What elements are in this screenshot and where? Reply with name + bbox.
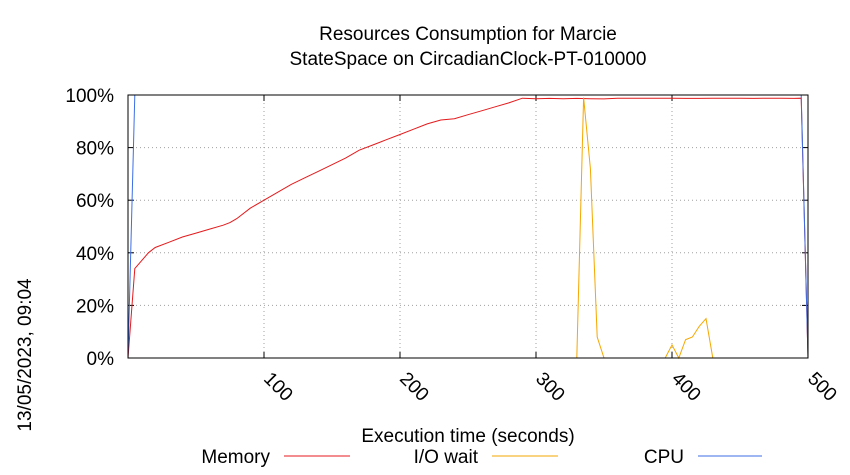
y-axis-ticks: 0% 20% 40% 60% 80% 100% [65,86,808,370]
x-tick-label: 200 [395,368,432,405]
legend: Memory I/O wait CPU [201,447,762,468]
grid-lines [128,95,808,358]
x-tick-label: 100 [259,368,296,405]
series-line-i-o-wait [576,97,720,360]
legend-label-memory: Memory [201,447,270,468]
x-axis-ticks: 100 200 300 400 500 [259,95,841,406]
y-tick-label: 20% [76,296,114,317]
x-tick-label: 300 [531,368,568,405]
y-tick-label: 80% [76,139,114,160]
chart-title-line-2: StateSpace on CircadianClock-PT-010000 [290,49,647,70]
y-tick-label: 60% [76,191,114,212]
legend-label-i-o-wait: I/O wait [414,447,479,468]
y-tick-label: 40% [76,244,114,265]
x-tick-label: 500 [803,368,840,405]
timestamp-label: 13/05/2023, 09:04 [15,278,36,432]
plot-frame [127,94,809,359]
x-tick-label: 400 [667,368,704,405]
x-axis-label: Execution time (seconds) [361,426,574,447]
y-tick-label: 0% [87,349,115,370]
series-lines [127,94,809,360]
series-line-memory [127,97,809,359]
y-tick-label: 100% [65,86,114,107]
chart-title-line-1: Resources Consumption for Marcie [319,24,617,45]
legend-label-cpu: CPU [644,447,684,468]
